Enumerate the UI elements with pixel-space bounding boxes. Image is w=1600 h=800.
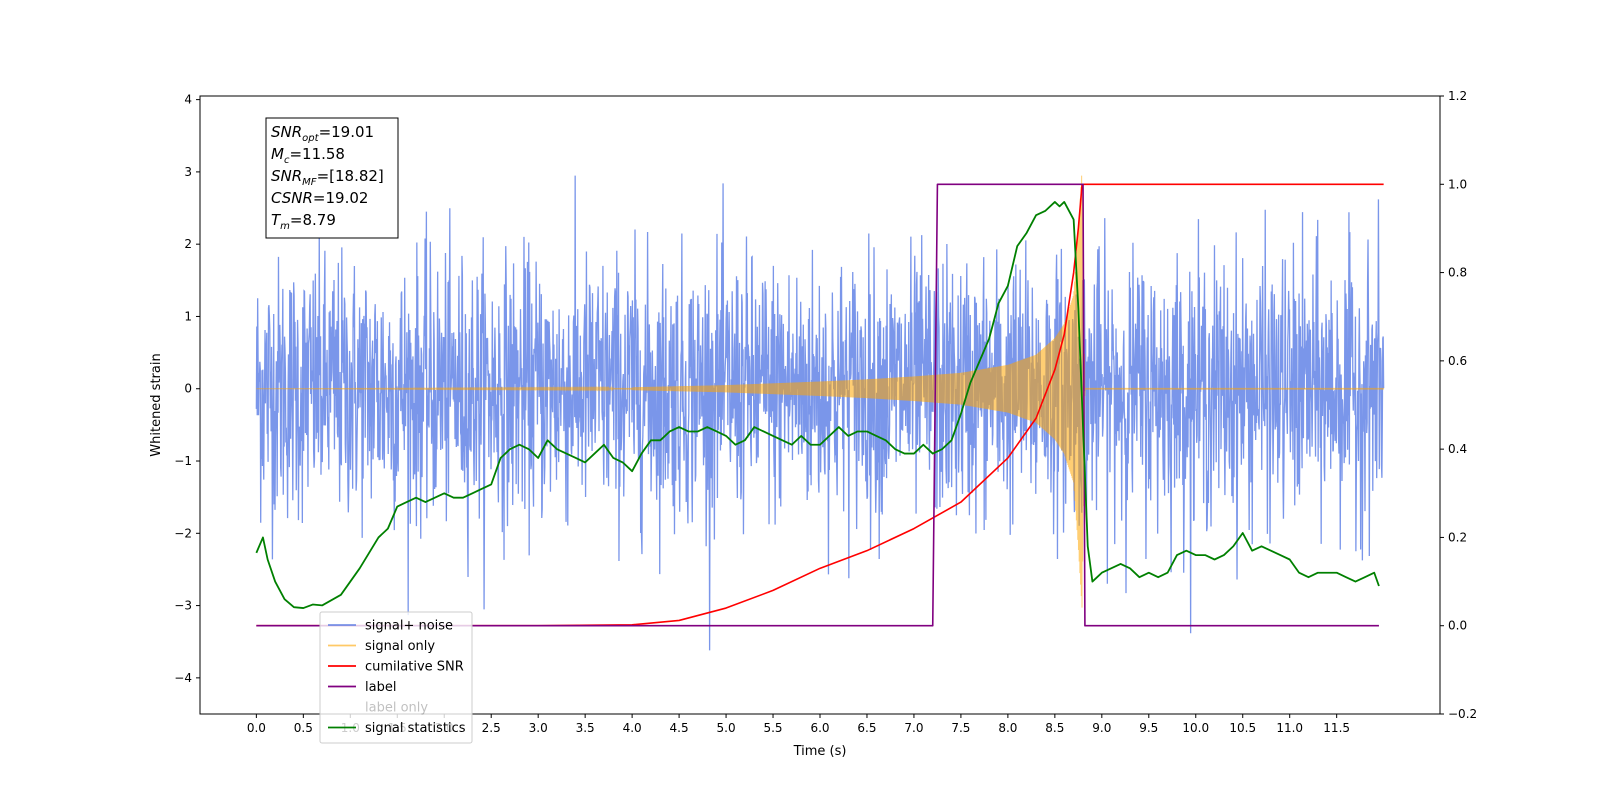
y2-tick-label: −0.2 [1448,707,1477,721]
annotation-value: =19.02 [313,189,369,207]
annotation-value: =8.79 [290,211,336,229]
series-signal-statistics [255,201,1380,609]
legend-item: label [328,680,396,695]
legend-item: cumilative SNR [328,660,464,675]
y2-tick-label: 0.4 [1448,442,1467,456]
x-tick-label: 6.5 [857,721,876,735]
series-label [256,183,1379,627]
x-tick-label: 2.5 [482,721,501,735]
legend-label: label [365,680,396,695]
annotation-box: SNRopt=19.01Mc=11.58SNRMF=[18.82]CSNR=19… [265,117,399,239]
y2-tick-label: 1.0 [1448,177,1467,191]
x-tick-label: 4.0 [623,721,642,735]
annotation-line: Mc=11.58 [271,145,345,166]
annotation-symbol: SNR [271,123,302,141]
annotation-subscript: c [284,155,290,166]
x-tick-label: 11.5 [1323,721,1350,735]
y-tick-label: −2 [174,526,192,540]
annotation-subscript: MF [302,177,317,188]
annotation-line: SNRMF=[18.82] [271,167,384,188]
annotation-symbol: T [271,211,282,229]
legend: signal+ noise signal only cumilative SNR la… [319,611,473,744]
annotation-frame [265,117,399,239]
legend-label: signal only [365,639,435,654]
x-tick-label: 0.0 [247,721,266,735]
annotation-value: =19.01 [319,123,375,141]
annotation-value: =[18.82] [317,167,384,185]
y-tick-label: 4 [184,93,192,107]
annotation-subscript: opt [302,133,319,144]
x-tick-label: 5.0 [717,721,736,735]
legend-item: signal only [328,639,435,654]
annotation-line: SNRopt=19.01 [271,123,374,144]
legend-item: signal+ noise [328,619,453,634]
x-tick-label: 10.5 [1229,721,1256,735]
annotation-line: Tm=8.79 [271,211,336,232]
y-tick-label: −3 [174,599,192,613]
y2-tick-label: 0.6 [1448,354,1467,368]
x-tick-label: 9.5 [1139,721,1158,735]
y2-tick-label: 1.2 [1448,89,1467,103]
legend-label: signal+ noise [365,619,453,634]
legend-item: label only [328,701,428,716]
plot-series [255,175,1385,651]
x-tick-label: 8.0 [998,721,1017,735]
y-tick-label: 1 [184,309,192,323]
annotation-value: =11.58 [289,145,345,163]
y-tick-label: 0 [184,382,192,396]
x-axis: 0.00.51.01.52.02.53.03.54.04.55.05.56.06… [247,714,1350,735]
y-tick-label: 3 [184,165,192,179]
x-tick-label: 4.5 [670,721,689,735]
y-axis-left: −4 −3 −2 −1 0 1 2 3 4 [174,93,200,685]
y-axis-right: −0.2 0.0 0.2 0.4 0.6 0.8 1.0 1.2 [1440,89,1477,721]
series-signal-noise [255,175,1385,651]
x-tick-label: 7.0 [904,721,923,735]
annotation-symbol: M [271,145,284,163]
legend-label: cumilative SNR [365,660,464,675]
x-tick-label: 9.0 [1092,721,1111,735]
x-tick-label: 7.5 [951,721,970,735]
y2-tick-label: 0.8 [1448,266,1467,280]
x-tick-label: 3.0 [529,721,548,735]
legend-label: label only [365,701,428,716]
x-tick-label: 8.5 [1045,721,1064,735]
series-signal-only [256,175,1385,608]
annotation-symbol: SNR [271,167,302,185]
series-cumulative-snr [256,183,1384,627]
y-tick-label: 2 [184,237,192,251]
x-tick-label: 10.0 [1182,721,1209,735]
legend-frame [319,611,473,744]
legend-item: signal statistics [328,721,466,736]
x-tick-label: 0.5 [294,721,313,735]
x-tick-label: 3.5 [576,721,595,735]
y-tick-label: −1 [174,454,192,468]
annotation-line: CSNR=19.02 [271,189,368,207]
y-axis-label: Whitened strain [149,353,164,456]
legend-label: signal statistics [365,721,466,736]
y-tick-label: −4 [174,671,192,685]
x-tick-label: 11.0 [1276,721,1303,735]
y2-tick-label: 0.0 [1448,619,1467,633]
annotation-symbol: CSNR [271,189,313,207]
annotation-subscript: m [280,221,290,232]
y2-tick-label: 0.2 [1448,530,1467,544]
x-tick-label: 6.0 [810,721,829,735]
x-axis-label: Time (s) [793,744,847,759]
x-tick-label: 5.5 [763,721,782,735]
